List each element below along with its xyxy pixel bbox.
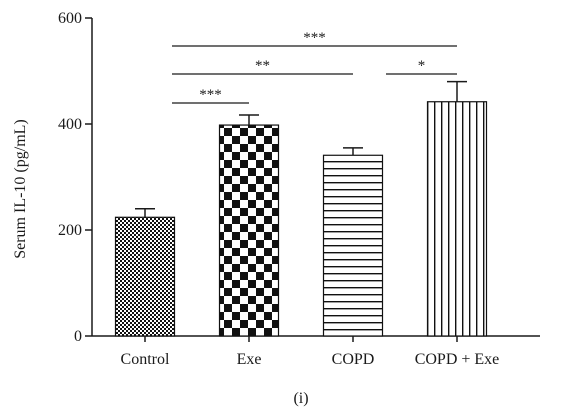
x-tick-label-copd: COPD xyxy=(332,351,375,368)
y-tick-label-200: 200 xyxy=(58,222,82,239)
y-axis-title: Serum IL-10 (pg/mL) xyxy=(12,119,29,259)
bar-copd-exe xyxy=(426,101,488,337)
y-tick-label-600: 600 xyxy=(58,10,82,27)
bars: Control Exe COPD COPD + Exe xyxy=(114,80,500,368)
significance-label-1: *** xyxy=(303,30,326,46)
bar-copd xyxy=(322,154,384,337)
bar-control xyxy=(114,216,176,337)
significance-label-4: * xyxy=(418,58,426,74)
significance-brackets: ********* xyxy=(172,30,457,104)
x-tick-label-exe: Exe xyxy=(237,351,262,368)
x-tick-label-control: Control xyxy=(121,351,170,368)
y-tick-label-0: 0 xyxy=(74,328,82,345)
significance-label-3: *** xyxy=(199,87,222,103)
significance-label-2: ** xyxy=(255,58,270,74)
y-tick-label-400: 400 xyxy=(58,116,82,133)
x-tick-label-copd-exe: COPD + Exe xyxy=(415,351,500,368)
bar-exe xyxy=(218,124,280,337)
panel-label: (i) xyxy=(293,390,308,407)
